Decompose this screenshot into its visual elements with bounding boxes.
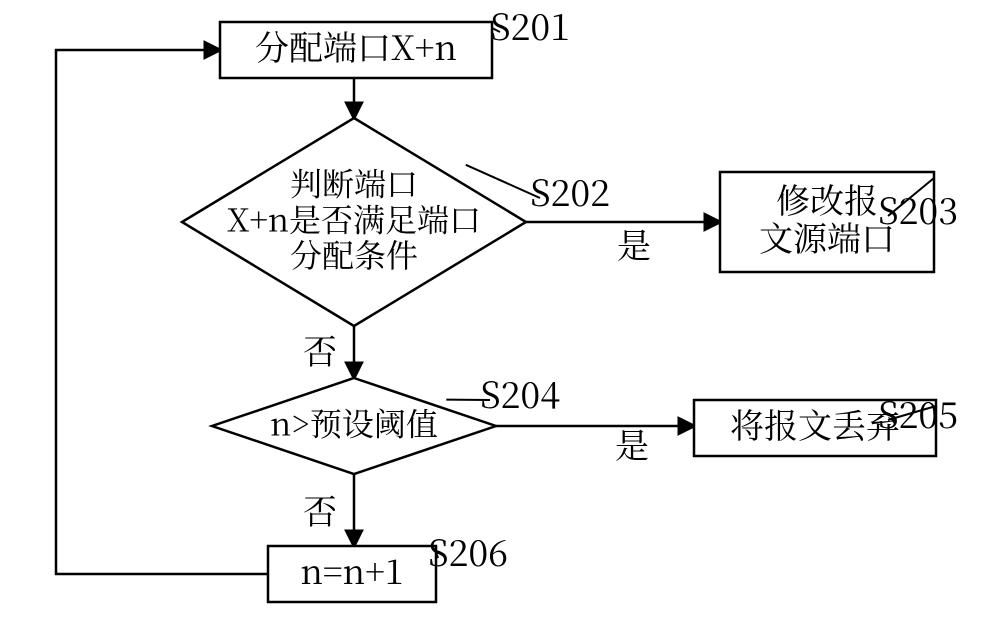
edge-label-e204-206: 否 [303, 485, 337, 534]
node-text-s203: 文源端口 [759, 212, 895, 261]
step-label-s201: S201 [490, 0, 570, 51]
node-text-s206: n=n+1 [300, 545, 403, 594]
nodes-layer: S201S202S203S204S205S206 [182, 0, 958, 602]
node-text-s204: n>预设阈值 [270, 399, 438, 445]
step-label-s202: S202 [530, 166, 610, 217]
edge-label-e204-205: 是 [615, 419, 649, 468]
edge-label-e202-204: 否 [303, 325, 337, 374]
step-label-s206: S206 [428, 526, 508, 577]
node-text-s201: 分配端口X+n [255, 21, 457, 70]
edges-layer: 是否是否 [56, 50, 720, 574]
node-text-s202: 分配条件 [290, 231, 418, 277]
edge-e206-201 [56, 50, 268, 574]
node-text-s205: 将报文丢弃 [730, 399, 900, 448]
edge-label-e202-203: 是 [617, 219, 651, 268]
step-label-s204: S204 [480, 368, 560, 419]
